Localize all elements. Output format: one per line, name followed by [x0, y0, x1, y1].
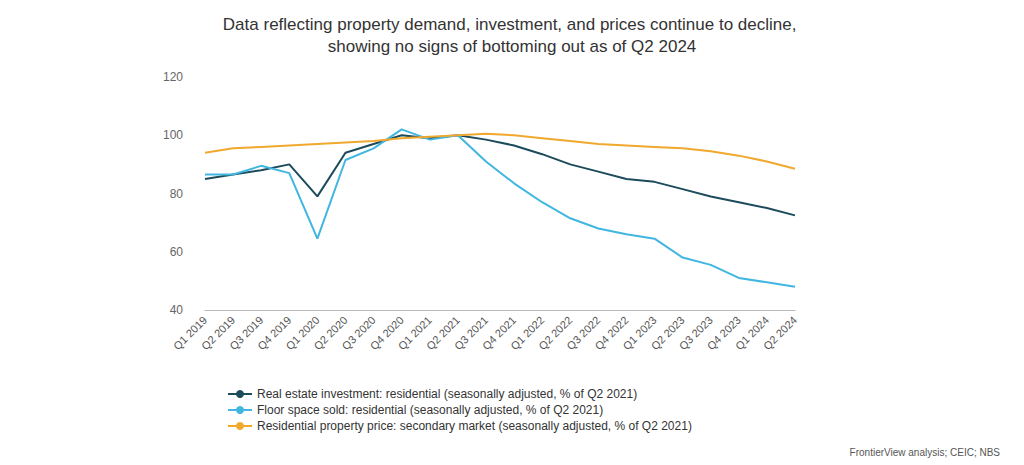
svg-text:Q4 2019: Q4 2019 — [255, 313, 294, 353]
svg-text:100: 100 — [163, 128, 183, 142]
svg-text:Q4 2022: Q4 2022 — [592, 313, 631, 353]
svg-text:showing no signs of bottoming: showing no signs of bottoming out as of … — [328, 37, 697, 56]
svg-text:Q3 2019: Q3 2019 — [227, 313, 266, 353]
svg-text:Real estate investment: reside: Real estate investment: residential (sea… — [257, 387, 637, 401]
svg-text:80: 80 — [170, 187, 184, 201]
svg-text:Q2 2022: Q2 2022 — [536, 313, 575, 353]
svg-text:Q1 2022: Q1 2022 — [508, 313, 547, 353]
svg-text:Floor space sold: residential: Floor space sold: residential (seasonall… — [257, 403, 603, 417]
svg-text:Q2 2024: Q2 2024 — [761, 314, 799, 352]
svg-text:Q4 2020: Q4 2020 — [367, 313, 406, 353]
svg-text:Residential property price: se: Residential property price: secondary ma… — [257, 419, 692, 433]
svg-text:Q1 2024: Q1 2024 — [732, 313, 772, 353]
svg-text:Data reflecting property deman: Data reflecting property demand, investm… — [223, 15, 801, 34]
svg-text:Q2 2023: Q2 2023 — [648, 313, 687, 353]
svg-text:Q2 2021: Q2 2021 — [423, 313, 463, 353]
svg-text:Q1 2023: Q1 2023 — [620, 313, 659, 353]
svg-text:Q2 2020: Q2 2020 — [311, 313, 350, 353]
svg-text:Q3 2022: Q3 2022 — [564, 313, 603, 353]
svg-text:120: 120 — [163, 70, 183, 84]
svg-text:Q3 2023: Q3 2023 — [676, 313, 715, 353]
svg-text:Q1 2020: Q1 2020 — [283, 313, 322, 353]
svg-text:40: 40 — [170, 303, 184, 317]
svg-text:Q4 2023: Q4 2023 — [704, 313, 744, 353]
svg-text:Q3 2021: Q3 2021 — [451, 313, 491, 353]
svg-text:Q4 2021: Q4 2021 — [480, 313, 519, 353]
svg-text:60: 60 — [170, 245, 184, 259]
svg-text:Q3 2020: Q3 2020 — [339, 313, 378, 353]
svg-text:Q1 2019: Q1 2019 — [170, 313, 210, 353]
svg-text:FrontierView analysis; CEIC; N: FrontierView analysis; CEIC; NBS — [850, 447, 1001, 458]
svg-text:Q1 2021: Q1 2021 — [395, 313, 434, 353]
svg-text:Q2 2019: Q2 2019 — [199, 313, 238, 353]
